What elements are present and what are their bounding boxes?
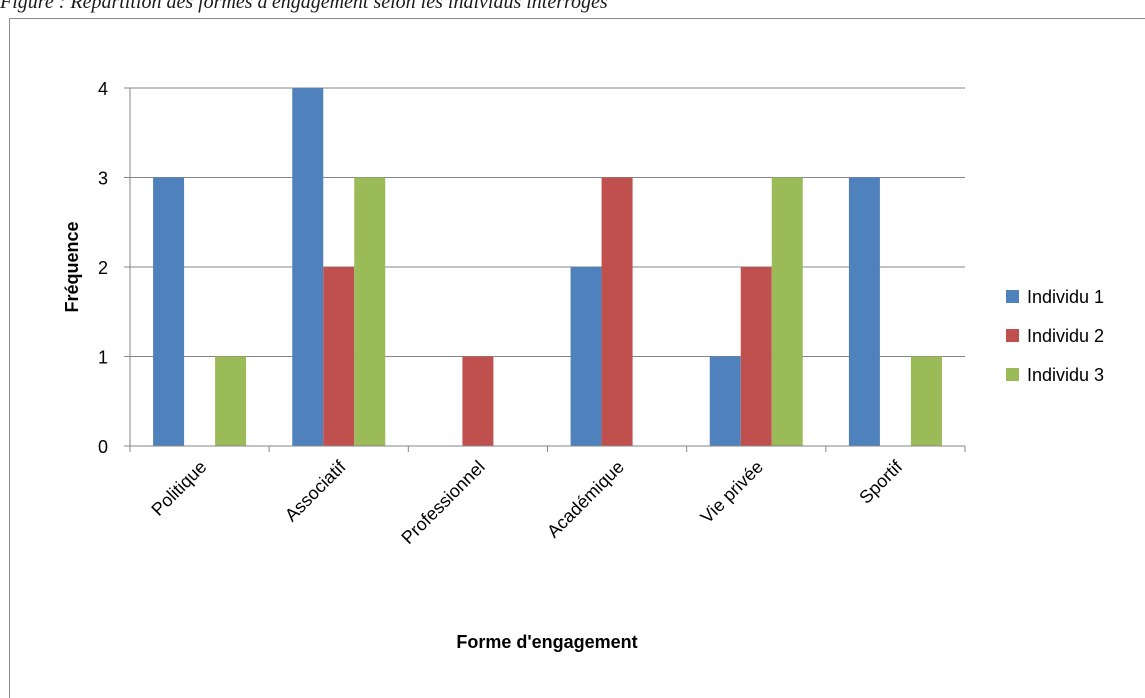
legend-label: Individu 2 <box>1027 326 1104 346</box>
x-tick-label: Sportif <box>855 456 907 508</box>
y-tick-label: 1 <box>98 348 108 368</box>
x-tick-label: Politique <box>147 457 210 520</box>
bar <box>601 177 633 446</box>
legend-swatch <box>1006 368 1019 381</box>
y-tick-label: 0 <box>98 437 108 457</box>
chart-frame <box>9 18 1145 698</box>
bar <box>323 267 355 446</box>
bar <box>354 177 386 446</box>
y-axis-title: Fréquence <box>62 221 82 312</box>
bar <box>709 356 741 446</box>
bar <box>848 177 880 446</box>
y-tick-label: 3 <box>98 169 108 189</box>
x-tick-label: Professionnel <box>397 457 488 548</box>
bar <box>215 356 247 446</box>
y-tick-label: 4 <box>98 79 108 99</box>
bar <box>462 356 494 446</box>
figure-caption: Figure : Répartition des formes d'engage… <box>0 0 608 13</box>
bars <box>153 88 942 446</box>
x-tick-label: Académique <box>543 457 628 542</box>
bar <box>740 267 772 446</box>
x-axis-title: Forme d'engagement <box>456 632 637 652</box>
gridlines <box>130 87 965 357</box>
bar <box>570 267 602 446</box>
legend-label: Individu 1 <box>1027 287 1104 307</box>
bar-chart: 0 1 2 3 4 Politique Associatif Professionnel Ac… <box>62 79 1104 652</box>
x-tick-label: Vie privée <box>697 457 768 528</box>
legend: Individu 1 Individu 2 Individu 3 <box>1006 287 1104 385</box>
x-tick-label: Associatif <box>281 456 350 525</box>
y-tick-labels: 0 1 2 3 4 <box>98 79 108 457</box>
axes <box>124 87 966 452</box>
legend-swatch <box>1006 329 1019 342</box>
bar <box>153 177 185 446</box>
bar <box>771 177 803 446</box>
bar <box>292 88 324 446</box>
y-tick-label: 2 <box>98 258 108 278</box>
bar <box>910 356 942 446</box>
legend-label: Individu 3 <box>1027 365 1104 385</box>
x-tick-labels: Politique Associatif Professionnel Académiq… <box>147 456 906 548</box>
legend-swatch <box>1006 290 1019 303</box>
